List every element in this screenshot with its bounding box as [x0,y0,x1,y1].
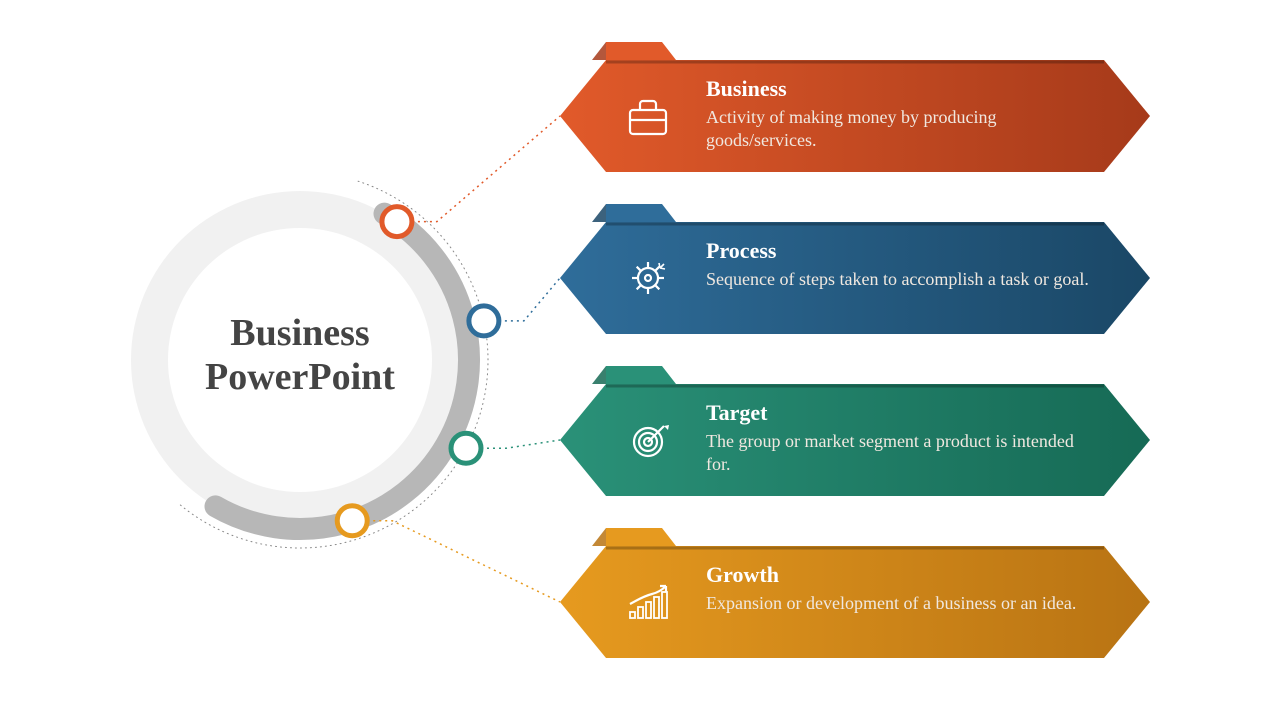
connector-growth [367,521,560,602]
node-target [451,433,481,463]
connector-business [412,116,560,222]
node-business [382,207,412,237]
item-desc-business: Activity of making money by producing go… [706,106,1090,151]
connector-process [499,278,560,321]
center-title: BusinessPowerPoint [160,312,440,399]
item-title-process: Process [706,238,776,264]
item-desc-growth: Expansion or development of a business o… [706,592,1090,615]
item-title-target: Target [706,400,768,426]
node-process [469,306,499,336]
item-desc-target: The group or market segment a product is… [706,430,1090,475]
item-desc-process: Sequence of steps taken to accomplish a … [706,268,1090,291]
connector-target [481,440,560,448]
item-title-growth: Growth [706,562,779,588]
item-title-business: Business [706,76,787,102]
node-growth [337,506,367,536]
